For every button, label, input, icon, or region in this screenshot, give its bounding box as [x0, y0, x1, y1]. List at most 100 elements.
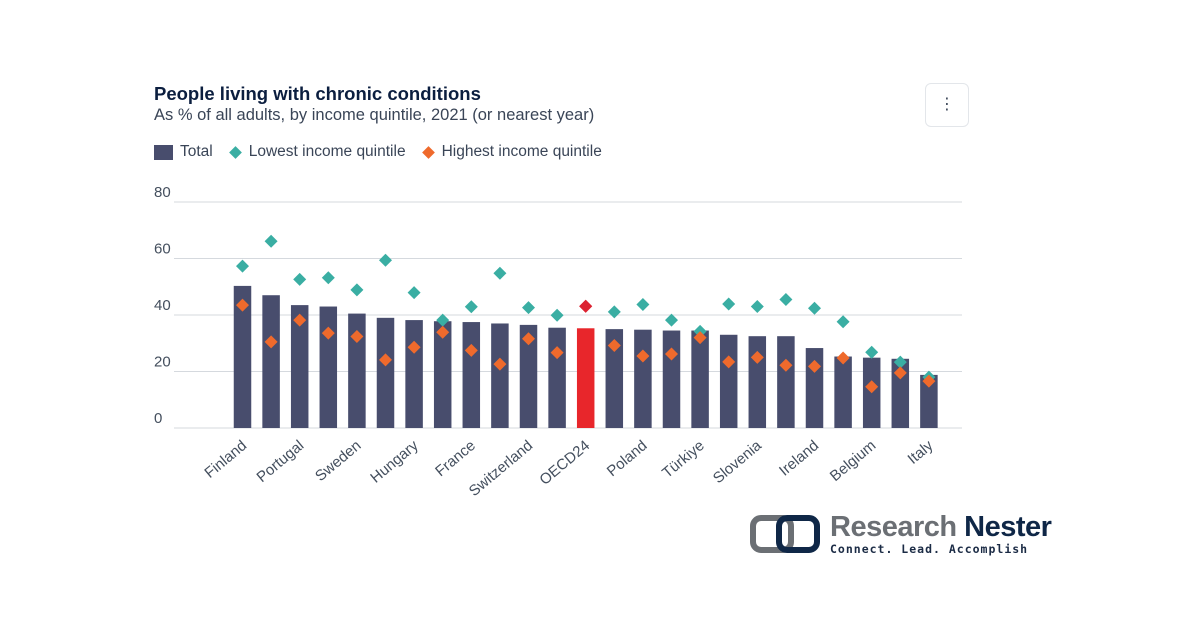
bar-total-3 [319, 306, 338, 428]
bar-total-1 [262, 295, 280, 428]
marker-highest-19 [779, 358, 793, 372]
bar-total-21 [834, 356, 852, 428]
marker-highest-22 [865, 380, 879, 394]
marker-highest-5 [379, 353, 392, 367]
x-tick-label-slovenia: Slovenia [710, 437, 766, 487]
x-tick-label-oecd24: OECD24 [536, 437, 593, 489]
marker-lowest-20 [808, 301, 821, 315]
legend-swatch-total [154, 144, 173, 160]
marker-highest-7 [436, 325, 450, 339]
marker-highest-2 [293, 313, 307, 327]
x-tick-label-france: France [432, 437, 479, 480]
x-tick-label-poland: Poland [604, 437, 651, 480]
bar-total-8 [462, 322, 481, 428]
marker-highest-12 [579, 299, 593, 313]
y-tick-label-0: 0 [154, 410, 162, 427]
x-tick-label-t-rkiye: Türkiye [659, 437, 708, 482]
y-tick-label-80: 80 [154, 184, 171, 201]
logo-brand-bold: Nester [964, 511, 1052, 543]
x-tick-label-portugal: Portugal [254, 437, 308, 486]
bar-total-23 [891, 358, 910, 428]
legend-label-total: Total [180, 143, 213, 160]
marker-highest-10 [522, 332, 535, 346]
y-tick-label-40: 40 [154, 297, 171, 314]
marker-highest-6 [407, 340, 421, 354]
x-tick-label-sweden: Sweden [312, 437, 364, 485]
marker-highest-0 [236, 298, 249, 312]
bar-total-17 [719, 334, 738, 428]
marker-highest-1 [264, 335, 278, 349]
marker-lowest-4 [350, 283, 364, 297]
marker-lowest-21 [836, 315, 850, 329]
bar-total-9 [491, 323, 509, 428]
more-vertical-icon: ⋮ [939, 96, 955, 113]
bar-total-11 [548, 327, 566, 428]
x-tick-label-switzerland: Switzerland [466, 437, 536, 500]
bar-total-5 [376, 317, 395, 428]
marker-lowest-5 [379, 253, 392, 267]
marker-highest-21 [836, 351, 850, 365]
research-nester-logo-icon [750, 515, 820, 553]
marker-highest-4 [350, 329, 364, 343]
bar-total-14 [634, 329, 652, 428]
bar-total-2 [290, 305, 309, 428]
y-tick-label-60: 60 [154, 241, 171, 258]
bar-total-0 [233, 285, 252, 428]
marker-lowest-14 [636, 298, 650, 312]
bar-total-13 [605, 329, 624, 428]
bar-total-6 [405, 320, 423, 428]
x-tick-label-belgium: Belgium [827, 437, 879, 485]
marker-lowest-3 [321, 271, 335, 285]
marker-highest-18 [750, 350, 764, 364]
marker-lowest-23 [893, 355, 907, 369]
bar-total-16 [691, 330, 709, 428]
chart-subtitle: As % of all adults, by income quintile, … [154, 106, 595, 124]
logo-brand-light: Research [830, 511, 957, 543]
bar-total-10 [519, 324, 538, 428]
bar-total-24 [920, 374, 938, 428]
marker-highest-17 [722, 355, 736, 369]
bar-total-4 [348, 313, 366, 428]
logo-brand-name: Research Nester [830, 511, 1052, 543]
legend-label-lowest: Lowest income quintile [248, 143, 406, 160]
marker-lowest-9 [493, 266, 507, 280]
marker-lowest-0 [236, 259, 249, 273]
legend-item-highest[interactable]: Highest income quintile [420, 143, 602, 161]
marker-highest-24 [922, 374, 936, 388]
logo-tagline: Connect. Lead. Accomplish [830, 542, 1029, 556]
marker-highest-11 [550, 346, 564, 360]
legend-label-highest: Highest income quintile [441, 143, 602, 160]
chart-menu-button[interactable]: ⋮ [925, 83, 969, 127]
marker-lowest-8 [464, 300, 478, 314]
marker-lowest-22 [865, 345, 879, 359]
marker-highest-23 [893, 366, 907, 380]
legend-item-lowest[interactable]: Lowest income quintile [227, 143, 406, 161]
marker-highest-3 [321, 326, 335, 340]
marker-lowest-7 [436, 313, 450, 327]
marker-highest-15 [665, 347, 678, 361]
marker-lowest-10 [522, 301, 535, 315]
x-tick-label-finland: Finland [201, 437, 250, 482]
marker-lowest-17 [722, 297, 736, 311]
marker-lowest-2 [293, 272, 307, 286]
bar-total-18 [748, 336, 767, 428]
x-tick-label-hungary: Hungary [367, 437, 422, 487]
marker-highest-9 [493, 357, 507, 371]
marker-lowest-15 [665, 313, 678, 327]
marker-highest-8 [464, 343, 478, 357]
x-tick-label-italy: Italy [904, 437, 936, 468]
marker-lowest-1 [264, 234, 278, 248]
bar-total-19 [777, 336, 795, 428]
marker-highest-13 [607, 339, 621, 353]
chart-title: People living with chronic conditions [154, 83, 481, 104]
marker-lowest-11 [550, 308, 564, 322]
marker-lowest-13 [607, 305, 621, 319]
bar-total-12 [576, 328, 595, 428]
bar-total-15 [662, 330, 681, 428]
chart-legend: Total Lowest income quintile Highest inc… [154, 143, 616, 161]
research-nester-logo: Research Nester Connect. Lead. Accomplis… [750, 511, 1052, 556]
marker-highest-20 [808, 359, 821, 373]
legend-item-total[interactable]: Total [154, 143, 213, 161]
marker-highest-16 [693, 331, 707, 345]
